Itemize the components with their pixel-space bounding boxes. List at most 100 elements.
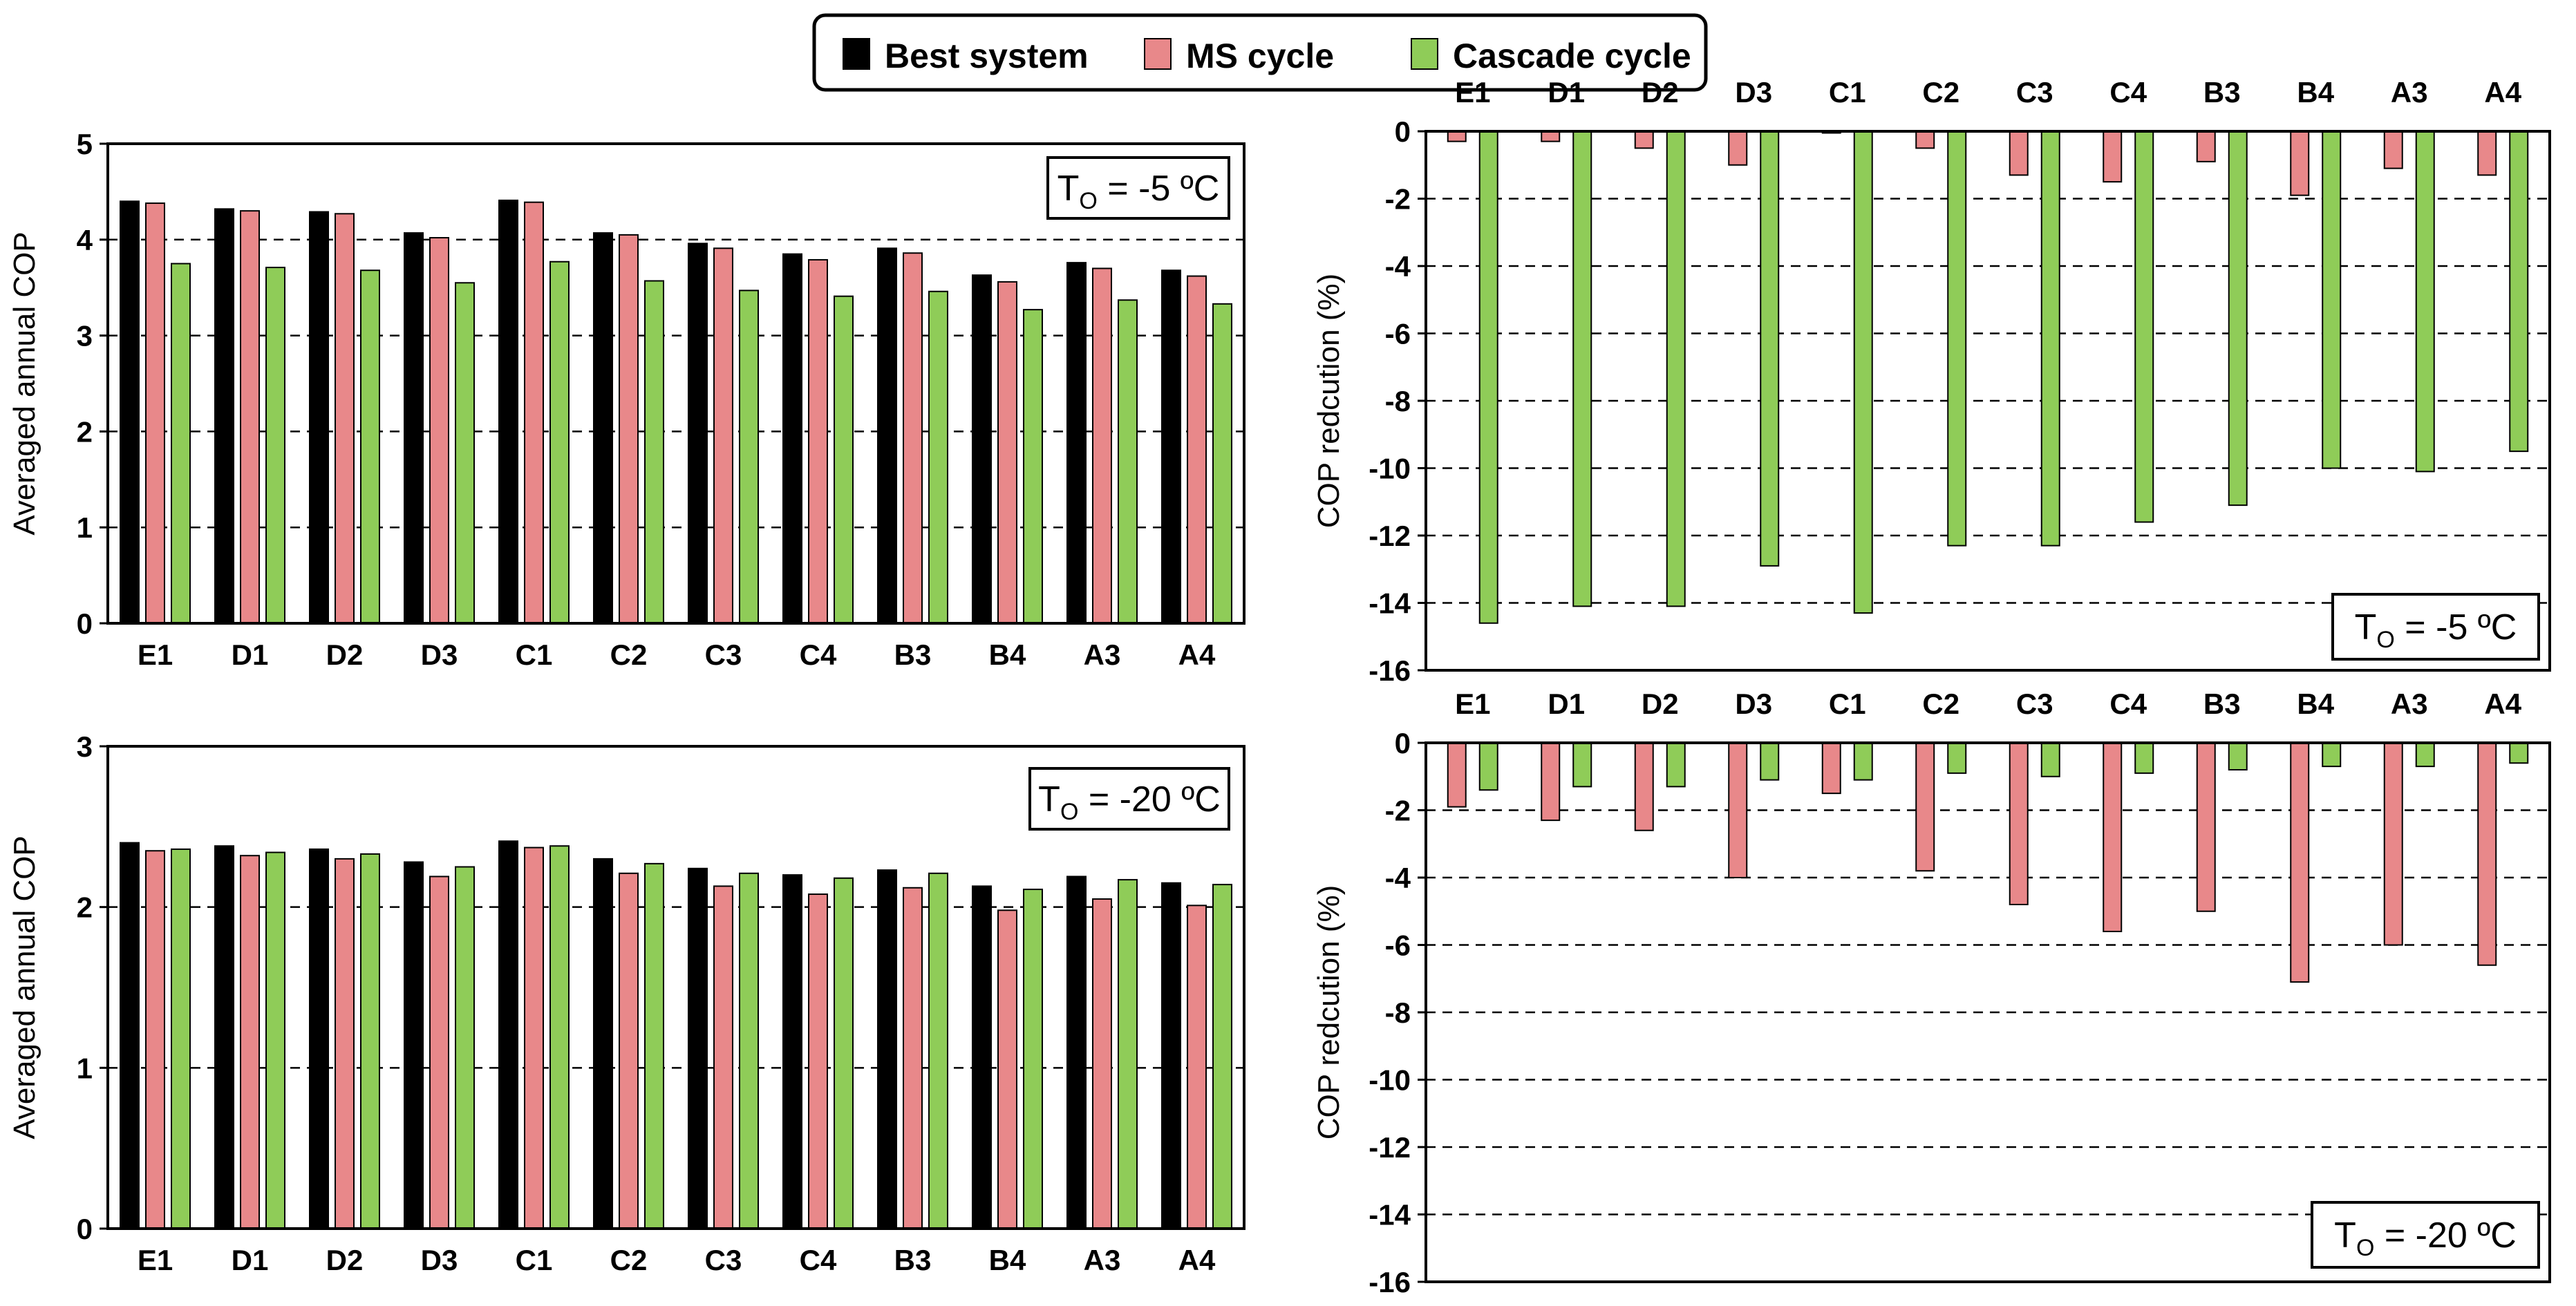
bar-cascade-cycle-a4 bbox=[2509, 742, 2529, 764]
bar-ms-cycle-d3 bbox=[429, 237, 449, 624]
bar-best-system-a3 bbox=[1066, 876, 1087, 1229]
y-tick-label: 0 bbox=[77, 607, 93, 640]
x-tick-label: C2 bbox=[610, 1244, 648, 1276]
bar-ms-cycle-b3 bbox=[903, 887, 923, 1230]
bar-ms-cycle-c2 bbox=[619, 872, 639, 1229]
bar-ms-cycle-d2 bbox=[335, 858, 355, 1230]
x-tick-label: B3 bbox=[2203, 688, 2241, 720]
chart-cop-minus5: 0 1 2 3 4 5 E1 D1 D2 D3 C1 C2 C3 C4 B3 B4 A3 A4 Averaged a… bbox=[8, 128, 1245, 671]
legend-label-cascade-cycle: Cascade cycle bbox=[1453, 37, 1691, 75]
bar-ms-cycle-e1 bbox=[1447, 742, 1467, 808]
bar-cascade-cycle-a4 bbox=[1212, 303, 1232, 624]
condition-label: TO = -20 ºC bbox=[2334, 1215, 2517, 1261]
bar-ms-cycle-d3 bbox=[1728, 131, 1748, 166]
x-tick-label: D2 bbox=[326, 638, 364, 671]
bar-best-system-d2 bbox=[309, 848, 329, 1229]
bar-ms-cycle-a3 bbox=[2383, 131, 2403, 169]
x-tick-label: C4 bbox=[800, 638, 837, 671]
bar-best-system-b3 bbox=[877, 247, 897, 624]
x-tick-label: C4 bbox=[2109, 76, 2147, 108]
y-tick-label: -8 bbox=[1385, 385, 1411, 417]
x-tick-label: A3 bbox=[1084, 638, 1121, 671]
bar-ms-cycle-c4 bbox=[808, 893, 828, 1229]
bar-cascade-cycle-c3 bbox=[739, 872, 759, 1229]
condition-prefix: T bbox=[1057, 169, 1080, 209]
condition-suffix: = -5 ºC bbox=[2395, 607, 2517, 647]
bar-cascade-cycle-c1 bbox=[1853, 131, 1873, 614]
bar-cascade-cycle-c1 bbox=[549, 261, 570, 624]
bar-ms-cycle-d1 bbox=[1541, 131, 1561, 142]
bar-best-system-c2 bbox=[593, 232, 613, 625]
x-tick-label: D2 bbox=[1642, 76, 1679, 108]
x-tick-label: C4 bbox=[2109, 688, 2147, 720]
plot-area bbox=[106, 142, 1245, 625]
bar-cascade-cycle-d1 bbox=[1572, 131, 1592, 607]
x-tick-label: B3 bbox=[2203, 76, 2241, 108]
x-tick-label: C1 bbox=[516, 638, 553, 671]
chart-cop-minus20: 0 1 2 3 E1 D1 D2 D3 C1 C2 C3 C4 B3 B4 A3 A4 Averaged ann… bbox=[8, 730, 1245, 1276]
bar-ms-cycle-a4 bbox=[1187, 275, 1207, 624]
bar-cascade-cycle-c1 bbox=[549, 845, 570, 1229]
x-tick-label: C3 bbox=[705, 638, 742, 671]
x-tick-label: C3 bbox=[2016, 76, 2053, 108]
x-tick-label: D3 bbox=[1735, 688, 1772, 720]
bar-cascade-cycle-c4 bbox=[2134, 742, 2154, 774]
bar-ms-cycle-b3 bbox=[903, 252, 923, 624]
bar-cascade-cycle-d2 bbox=[1666, 742, 1686, 788]
y-tick-label: -16 bbox=[1369, 1266, 1411, 1298]
y-tick-label: 0 bbox=[77, 1213, 93, 1245]
condition-suffix: = -20 ºC bbox=[1078, 779, 1220, 820]
bar-cascade-cycle-d2 bbox=[1666, 131, 1686, 607]
bar-best-system-a4 bbox=[1161, 269, 1181, 624]
x-tick-label: B4 bbox=[989, 638, 1026, 671]
bar-ms-cycle-c4 bbox=[2103, 131, 2123, 183]
bar-ms-cycle-c3 bbox=[713, 885, 733, 1230]
bar-best-system-d1 bbox=[214, 208, 234, 625]
y-tick-label: 4 bbox=[77, 224, 93, 256]
bar-best-system-b3 bbox=[877, 869, 897, 1229]
x-tick-label: E1 bbox=[1455, 76, 1490, 108]
x-tick-label: C1 bbox=[1829, 688, 1866, 720]
bar-ms-cycle-c2 bbox=[619, 234, 639, 624]
condition-label: TO = -5 ºC bbox=[2355, 607, 2517, 653]
bar-ms-cycle-b4 bbox=[2290, 131, 2310, 196]
y-tick-label: 1 bbox=[77, 1052, 93, 1084]
bar-cascade-cycle-b3 bbox=[2228, 742, 2248, 770]
bar-cascade-cycle-c3 bbox=[2040, 742, 2060, 777]
bar-cascade-cycle-a3 bbox=[1118, 299, 1138, 624]
bar-ms-cycle-c1 bbox=[524, 201, 544, 624]
bar-cascade-cycle-e1 bbox=[1478, 742, 1498, 791]
legend-swatch-best-system bbox=[843, 38, 870, 70]
bar-ms-cycle-d2 bbox=[1634, 131, 1654, 149]
y-tick-label: -4 bbox=[1385, 862, 1411, 894]
x-tick-label: C1 bbox=[516, 1244, 553, 1276]
bar-ms-cycle-e1 bbox=[145, 850, 165, 1229]
x-tick-label: A4 bbox=[1178, 638, 1216, 671]
bar-ms-cycle-b4 bbox=[997, 281, 1017, 624]
x-tick-label: D2 bbox=[326, 1244, 364, 1276]
bar-ms-cycle-d2 bbox=[1634, 742, 1654, 831]
y-axis-title: COP redcution (%) bbox=[1312, 274, 1346, 528]
y-tick-label: -2 bbox=[1385, 183, 1411, 216]
bar-cascade-cycle-c3 bbox=[2040, 131, 2060, 547]
condition-suffix: = -20 ºC bbox=[2374, 1215, 2516, 1256]
x-tick-label: D3 bbox=[421, 1244, 458, 1276]
x-tick-label: B3 bbox=[894, 1244, 932, 1276]
y-tick-label: -16 bbox=[1369, 654, 1411, 687]
legend-box bbox=[812, 13, 1708, 92]
condition-subscript: O bbox=[2356, 1235, 2374, 1261]
bar-cascade-cycle-a3 bbox=[2415, 742, 2435, 768]
y-tick-label: -8 bbox=[1385, 996, 1411, 1029]
bar-ms-cycle-c2 bbox=[1915, 131, 1935, 149]
condition-box bbox=[2311, 1201, 2540, 1269]
x-tick-label: E1 bbox=[1455, 688, 1490, 720]
bar-best-system-d3 bbox=[404, 861, 424, 1229]
y-tick-label: -6 bbox=[1385, 929, 1411, 962]
bar-best-system-c2 bbox=[593, 858, 613, 1230]
condition-box bbox=[1028, 767, 1230, 831]
bar-cascade-cycle-c2 bbox=[1947, 131, 1967, 547]
y-tick-label: -4 bbox=[1385, 250, 1411, 283]
bar-cascade-cycle-a3 bbox=[1118, 879, 1138, 1229]
bar-best-system-b4 bbox=[972, 885, 992, 1230]
y-tick-label: -6 bbox=[1385, 318, 1411, 350]
